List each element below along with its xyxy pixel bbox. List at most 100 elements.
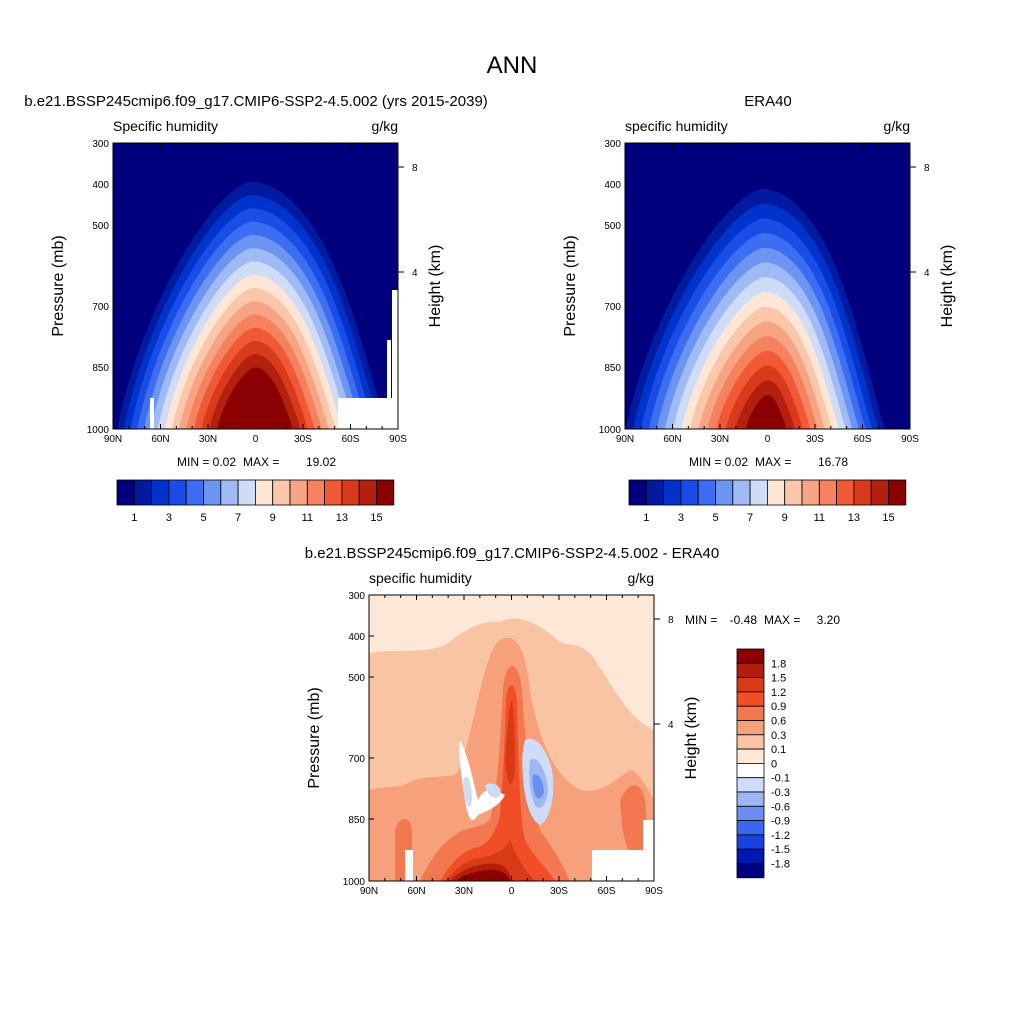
colorbar-swatch (628, 479, 647, 506)
panel1-subtitle: b.e21.BSSP245cmip6.f09_g17.CMIP6-SSP2-4.… (24, 93, 488, 110)
x-tick-label: 30S (806, 434, 824, 445)
panel3-axes: 90N 60N 30N 0 30S 60S 90S 300 400 500 700 850 1000 8 4 (343, 591, 674, 897)
colorbar-swatch (185, 479, 204, 506)
colorbar-swatch (289, 479, 308, 506)
colorbar-label: 15 (882, 512, 894, 524)
x-tick-label: 0 (253, 434, 259, 445)
x-tick-label: 90N (360, 886, 378, 897)
main-title: ANN (487, 52, 538, 79)
panel2-max-label: MAX = (755, 455, 791, 469)
y-tick-label: 850 (604, 363, 621, 374)
colorbar-swatch (736, 748, 765, 764)
panel2-min-value: 0.02 (725, 455, 749, 469)
colorbar-label: -0.6 (771, 801, 790, 813)
y-tick-label: 300 (604, 139, 621, 150)
y-tick-label: 500 (604, 221, 621, 232)
colorbar-label: 1.2 (771, 687, 786, 699)
panel1-min-label: MIN = (177, 455, 209, 469)
panel1-missing-patch (387, 340, 391, 400)
colorbar-swatch (715, 479, 734, 506)
panel1-axes: 90N 60N 30N 0 30S 60S 90S 300 400 500 700 850 1000 8 4 (87, 139, 418, 445)
colorbar-swatch (736, 648, 765, 664)
colorbar-swatch (736, 791, 765, 807)
panel3-variable: specific humidity (369, 570, 472, 586)
colorbar-label: 1 (643, 512, 649, 524)
y2-tick-label: 4 (412, 268, 418, 279)
x-tick-label: 90N (104, 434, 122, 445)
panel2-axes: 90N 60N 30N 0 30S 60S 90S 300 400 500 700 850 1000 8 4 (599, 139, 930, 445)
y-tick-label: 850 (348, 815, 365, 826)
panel2-colorbar: 1 3 5 7 9 11 13 15 (628, 479, 907, 524)
panel1-ylabel: Pressure (mb) (50, 235, 67, 336)
x-tick-label: 90S (389, 434, 407, 445)
colorbar-label: 0.3 (771, 730, 786, 742)
colorbar-swatch (680, 479, 699, 506)
colorbar-swatch (168, 479, 187, 506)
colorbar-label: 0 (771, 758, 777, 770)
colorbar-label: 13 (336, 512, 348, 524)
y2-tick-label: 4 (924, 268, 930, 279)
diff-contour-neg0.6 (532, 774, 544, 799)
panel1-max-label: MAX = (243, 455, 279, 469)
x-tick-label: 90S (645, 886, 663, 897)
colorbar-label: 11 (814, 512, 825, 524)
colorbar-swatch (784, 479, 803, 506)
panel2-units: g/kg (884, 118, 910, 134)
colorbar-swatch (697, 479, 716, 506)
colorbar-label: -1.5 (771, 844, 790, 856)
colorbar-swatch (736, 691, 765, 707)
panel-era40: ERA40 specific humidity g/kg 90N 60N 30N 0 3… (562, 93, 956, 524)
colorbar-swatch (254, 479, 274, 506)
y-tick-label: 700 (348, 754, 365, 765)
x-tick-label: 60N (407, 886, 425, 897)
colorbar-swatch (203, 479, 222, 506)
y-tick-label: 1000 (87, 425, 110, 436)
panel2-min-label: MIN = (689, 455, 721, 469)
colorbar-swatch (818, 479, 837, 506)
colorbar-label: 9 (782, 512, 788, 524)
colorbar-swatch (732, 479, 751, 506)
colorbar-swatch (116, 479, 135, 506)
x-tick-label: 30S (550, 886, 568, 897)
y-tick-label: 700 (92, 302, 109, 313)
colorbar-swatch (237, 479, 256, 506)
colorbar-swatch (736, 662, 765, 678)
panel3-missing-patch (405, 850, 413, 881)
panel1-units: g/kg (372, 118, 398, 134)
panel2-max-value: 16.78 (818, 455, 848, 469)
colorbar-swatch (220, 479, 239, 506)
panel1-max-value: 19.02 (306, 455, 336, 469)
x-tick-label: 0 (765, 434, 771, 445)
panel3-missing-patch (643, 820, 654, 850)
colorbar-label: 15 (370, 512, 382, 524)
colorbar-swatch (836, 479, 855, 506)
colorbar-label: 1.8 (771, 658, 786, 670)
colorbar-label: -1.8 (771, 859, 790, 871)
colorbar-swatch (736, 777, 765, 793)
panel3-subtitle: b.e21.BSSP245cmip6.f09_g17.CMIP6-SSP2-4.… (305, 545, 719, 562)
y-tick-label: 850 (92, 363, 109, 374)
panel1-missing-patch (338, 398, 398, 429)
colorbar-label: -1.2 (771, 830, 790, 842)
colorbar-swatch (736, 734, 765, 750)
colorbar-label: 0.6 (771, 716, 786, 728)
y2-tick-label: 8 (412, 163, 418, 174)
panel2-subtitle: ERA40 (744, 93, 792, 110)
diff-contour-0.9 (440, 685, 555, 881)
x-tick-label: 60N (151, 434, 169, 445)
x-tick-label: 90N (616, 434, 634, 445)
x-tick-label: 90S (901, 434, 919, 445)
x-tick-label: 30S (294, 434, 312, 445)
colorbar-swatch (888, 479, 907, 506)
panel3-max-value: 3.20 (817, 613, 841, 627)
y-tick-label: 500 (92, 221, 109, 232)
panel3-max-label: MAX = (764, 613, 800, 627)
colorbar-label: 3 (166, 512, 172, 524)
colorbar-label: 5 (200, 512, 206, 524)
x-tick-label: 60S (342, 434, 360, 445)
panel1-missing-patch (150, 398, 154, 429)
colorbar-swatch (645, 479, 664, 506)
y-tick-label: 400 (348, 632, 365, 643)
x-tick-label: 60S (854, 434, 872, 445)
